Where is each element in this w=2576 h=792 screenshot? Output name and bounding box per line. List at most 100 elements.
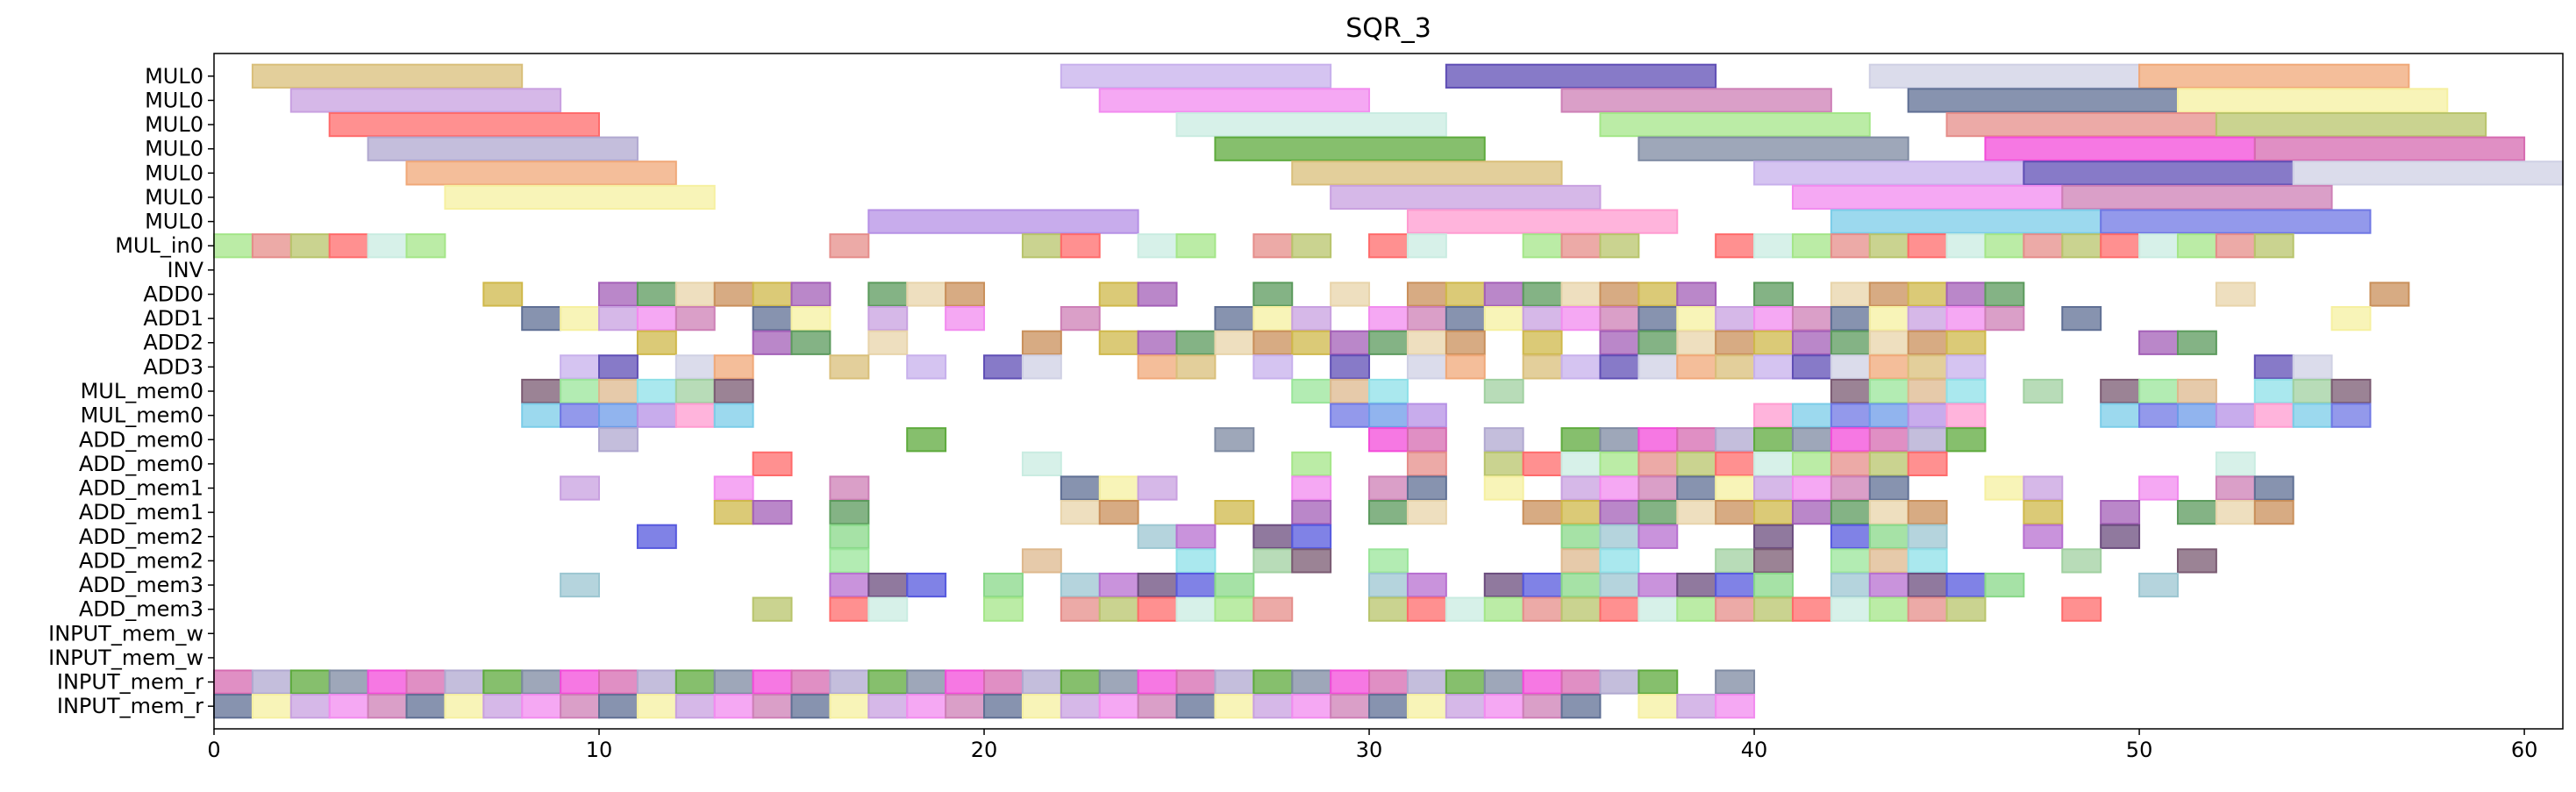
task-bar	[1098, 330, 1139, 355]
task-bar	[405, 233, 446, 259]
task-bar	[1252, 305, 1294, 332]
task-bar	[1907, 233, 1948, 259]
task-bar	[1676, 427, 1717, 453]
task-bar	[1753, 596, 1794, 622]
task-bar	[1599, 548, 1640, 574]
task-bar	[2292, 354, 2333, 380]
task-bar	[1830, 330, 1871, 355]
task-bar	[2138, 572, 2179, 598]
task-bar	[2138, 330, 2179, 355]
task-bar	[251, 669, 292, 695]
task-bar	[367, 694, 408, 719]
task-bar	[1907, 500, 1948, 525]
plot-frame	[213, 53, 2564, 730]
task-bar	[2100, 209, 2372, 234]
task-bar	[1868, 596, 1909, 622]
task-bar	[1330, 330, 1371, 355]
y-tick-label: MUL_mem0	[81, 379, 203, 403]
task-bar	[1560, 572, 1602, 598]
task-bar	[289, 669, 331, 695]
task-bar	[1445, 63, 1717, 89]
task-bar	[1522, 282, 1563, 307]
task-bar	[1868, 524, 1909, 549]
task-bar	[1214, 572, 1255, 598]
y-tick-label: ADD_mem0	[79, 427, 203, 452]
task-bar	[1560, 354, 1602, 380]
task-bar	[1791, 427, 1832, 453]
task-bar	[1560, 305, 1602, 332]
task-bar	[1175, 354, 1217, 380]
task-bar	[598, 669, 639, 695]
task-bar	[1753, 500, 1794, 525]
task-bar	[1791, 305, 1832, 332]
task-bar	[521, 694, 562, 719]
task-bar	[1291, 330, 1332, 355]
task-bar	[560, 403, 601, 428]
task-bar	[1098, 88, 1371, 113]
task-bar	[2138, 233, 2179, 259]
task-bar	[1252, 233, 1294, 259]
task-bar	[1021, 669, 1062, 695]
task-bar	[2176, 233, 2217, 259]
task-bar	[1560, 451, 1602, 477]
task-bar	[521, 669, 562, 695]
y-tick-label: MUL0	[145, 137, 203, 161]
task-bar	[1137, 282, 1178, 307]
task-bar	[674, 378, 716, 404]
task-bar	[598, 354, 639, 380]
task-bar	[1368, 305, 1409, 332]
y-tick-label: INPUT_mem_r	[57, 694, 203, 718]
task-bar	[1868, 354, 1909, 380]
task-bar	[1137, 694, 1178, 719]
y-tick-label: INV	[168, 258, 204, 282]
task-bar	[1483, 694, 1524, 719]
task-bar	[829, 233, 870, 259]
task-bar	[2292, 161, 2564, 186]
task-bar	[1406, 669, 1447, 695]
task-bar	[1368, 233, 1409, 259]
task-bar	[1406, 427, 1447, 453]
task-bar	[1560, 500, 1602, 525]
y-tick-label: ADD3	[143, 354, 203, 379]
task-bar	[1984, 233, 2025, 259]
task-bar	[1291, 378, 1332, 404]
task-bar	[1214, 694, 1255, 719]
task-bar	[521, 378, 562, 404]
task-bar	[1791, 184, 2064, 210]
task-bar	[945, 282, 986, 307]
task-bar	[1715, 596, 1756, 622]
task-bar	[1945, 233, 1987, 259]
task-bar	[829, 354, 870, 380]
task-bar	[1406, 596, 1447, 622]
task-bar	[1907, 427, 1948, 453]
task-bar	[1522, 305, 1563, 332]
task-bar	[1791, 403, 1832, 428]
task-bar	[2138, 378, 2179, 404]
task-bar	[482, 282, 524, 307]
task-bar	[983, 354, 1024, 380]
task-bar	[1830, 500, 1871, 525]
task-bar	[2100, 378, 2141, 404]
task-bar	[1406, 403, 1447, 428]
task-bar	[1098, 475, 1139, 501]
task-bar	[906, 427, 947, 453]
task-bar	[1791, 475, 1832, 501]
task-bar	[1638, 572, 1679, 598]
task-bar	[2061, 305, 2102, 332]
y-tick-label: ADD_mem1	[79, 476, 203, 501]
task-bar	[405, 669, 446, 695]
task-bar	[1060, 475, 1101, 501]
task-bar	[1791, 596, 1832, 622]
task-bar	[2023, 500, 2064, 525]
task-bar	[1830, 354, 1871, 380]
y-tick-label: INPUT_mem_w	[48, 621, 203, 646]
task-bar	[1175, 669, 1217, 695]
task-bar	[1907, 572, 1948, 598]
task-bar	[2253, 233, 2294, 259]
y-tick-label: INPUT_mem_w	[48, 646, 203, 670]
task-bar	[1599, 500, 1640, 525]
task-bar	[1291, 694, 1332, 719]
task-bar	[1060, 572, 1101, 598]
task-bar	[1098, 596, 1139, 622]
task-bar	[1907, 378, 1948, 404]
